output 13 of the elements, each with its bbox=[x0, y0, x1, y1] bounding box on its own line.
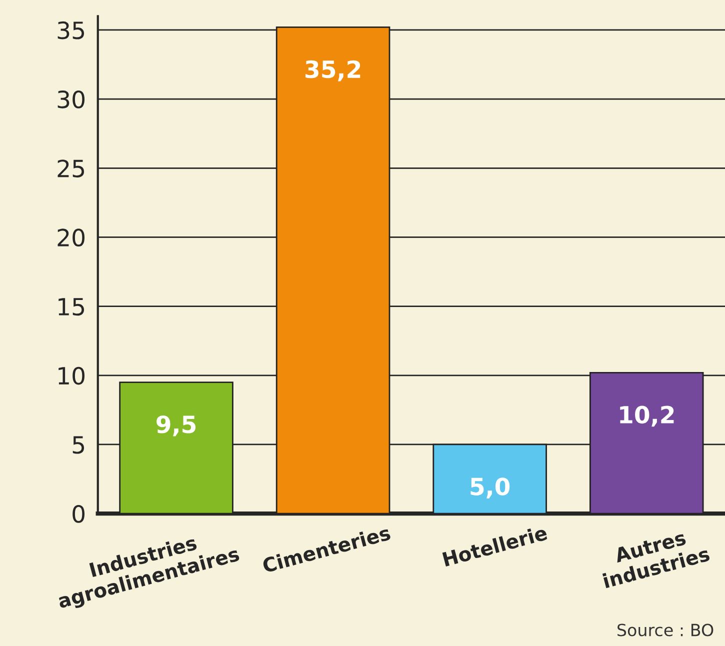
data-label: 35,2 bbox=[306, 60, 360, 82]
data-label: 5,0 bbox=[470, 478, 510, 498]
y-tick-label: 30 bbox=[58, 90, 84, 108]
data-label: 9,5 bbox=[156, 415, 196, 436]
y-tick-label: 35 bbox=[58, 21, 84, 40]
y-tick-label: 5 bbox=[72, 436, 84, 454]
y-tick-label: 0 bbox=[72, 505, 84, 523]
y-tick-label: 20 bbox=[58, 228, 84, 247]
source-note: Source : BO bbox=[618, 624, 714, 636]
data-label: 10,2 bbox=[620, 406, 674, 427]
y-tick-label: 15 bbox=[58, 298, 84, 316]
y-tick-label: 25 bbox=[58, 160, 84, 178]
y-tick-label: 10 bbox=[58, 366, 84, 385]
